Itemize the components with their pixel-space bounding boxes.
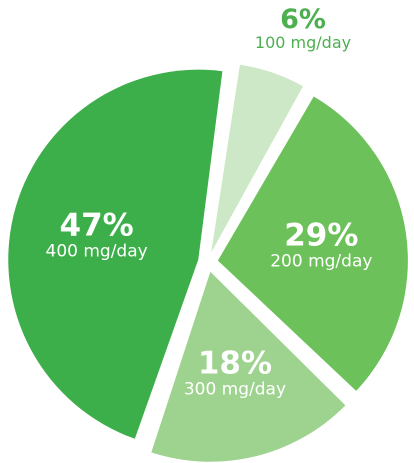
pie-slice-400-mg-day [8, 69, 223, 439]
slice-percent-label: 18% [198, 345, 272, 381]
slice-dose-label: 300 mg/day [184, 379, 286, 399]
pie-slice-300-mg-day [151, 271, 346, 462]
slice-percent-label: 6% [280, 4, 326, 35]
pie-slice-200-mg-day [217, 96, 408, 391]
slice-dose-label: 100 mg/day [255, 33, 351, 52]
slice-percent-label: 29% [284, 218, 358, 254]
slice-percent-label: 47% [60, 207, 134, 243]
slice-dose-label: 400 mg/day [46, 241, 148, 261]
pie-slice-100-mg-day [211, 64, 304, 253]
slice-dose-label: 200 mg/day [270, 252, 372, 272]
